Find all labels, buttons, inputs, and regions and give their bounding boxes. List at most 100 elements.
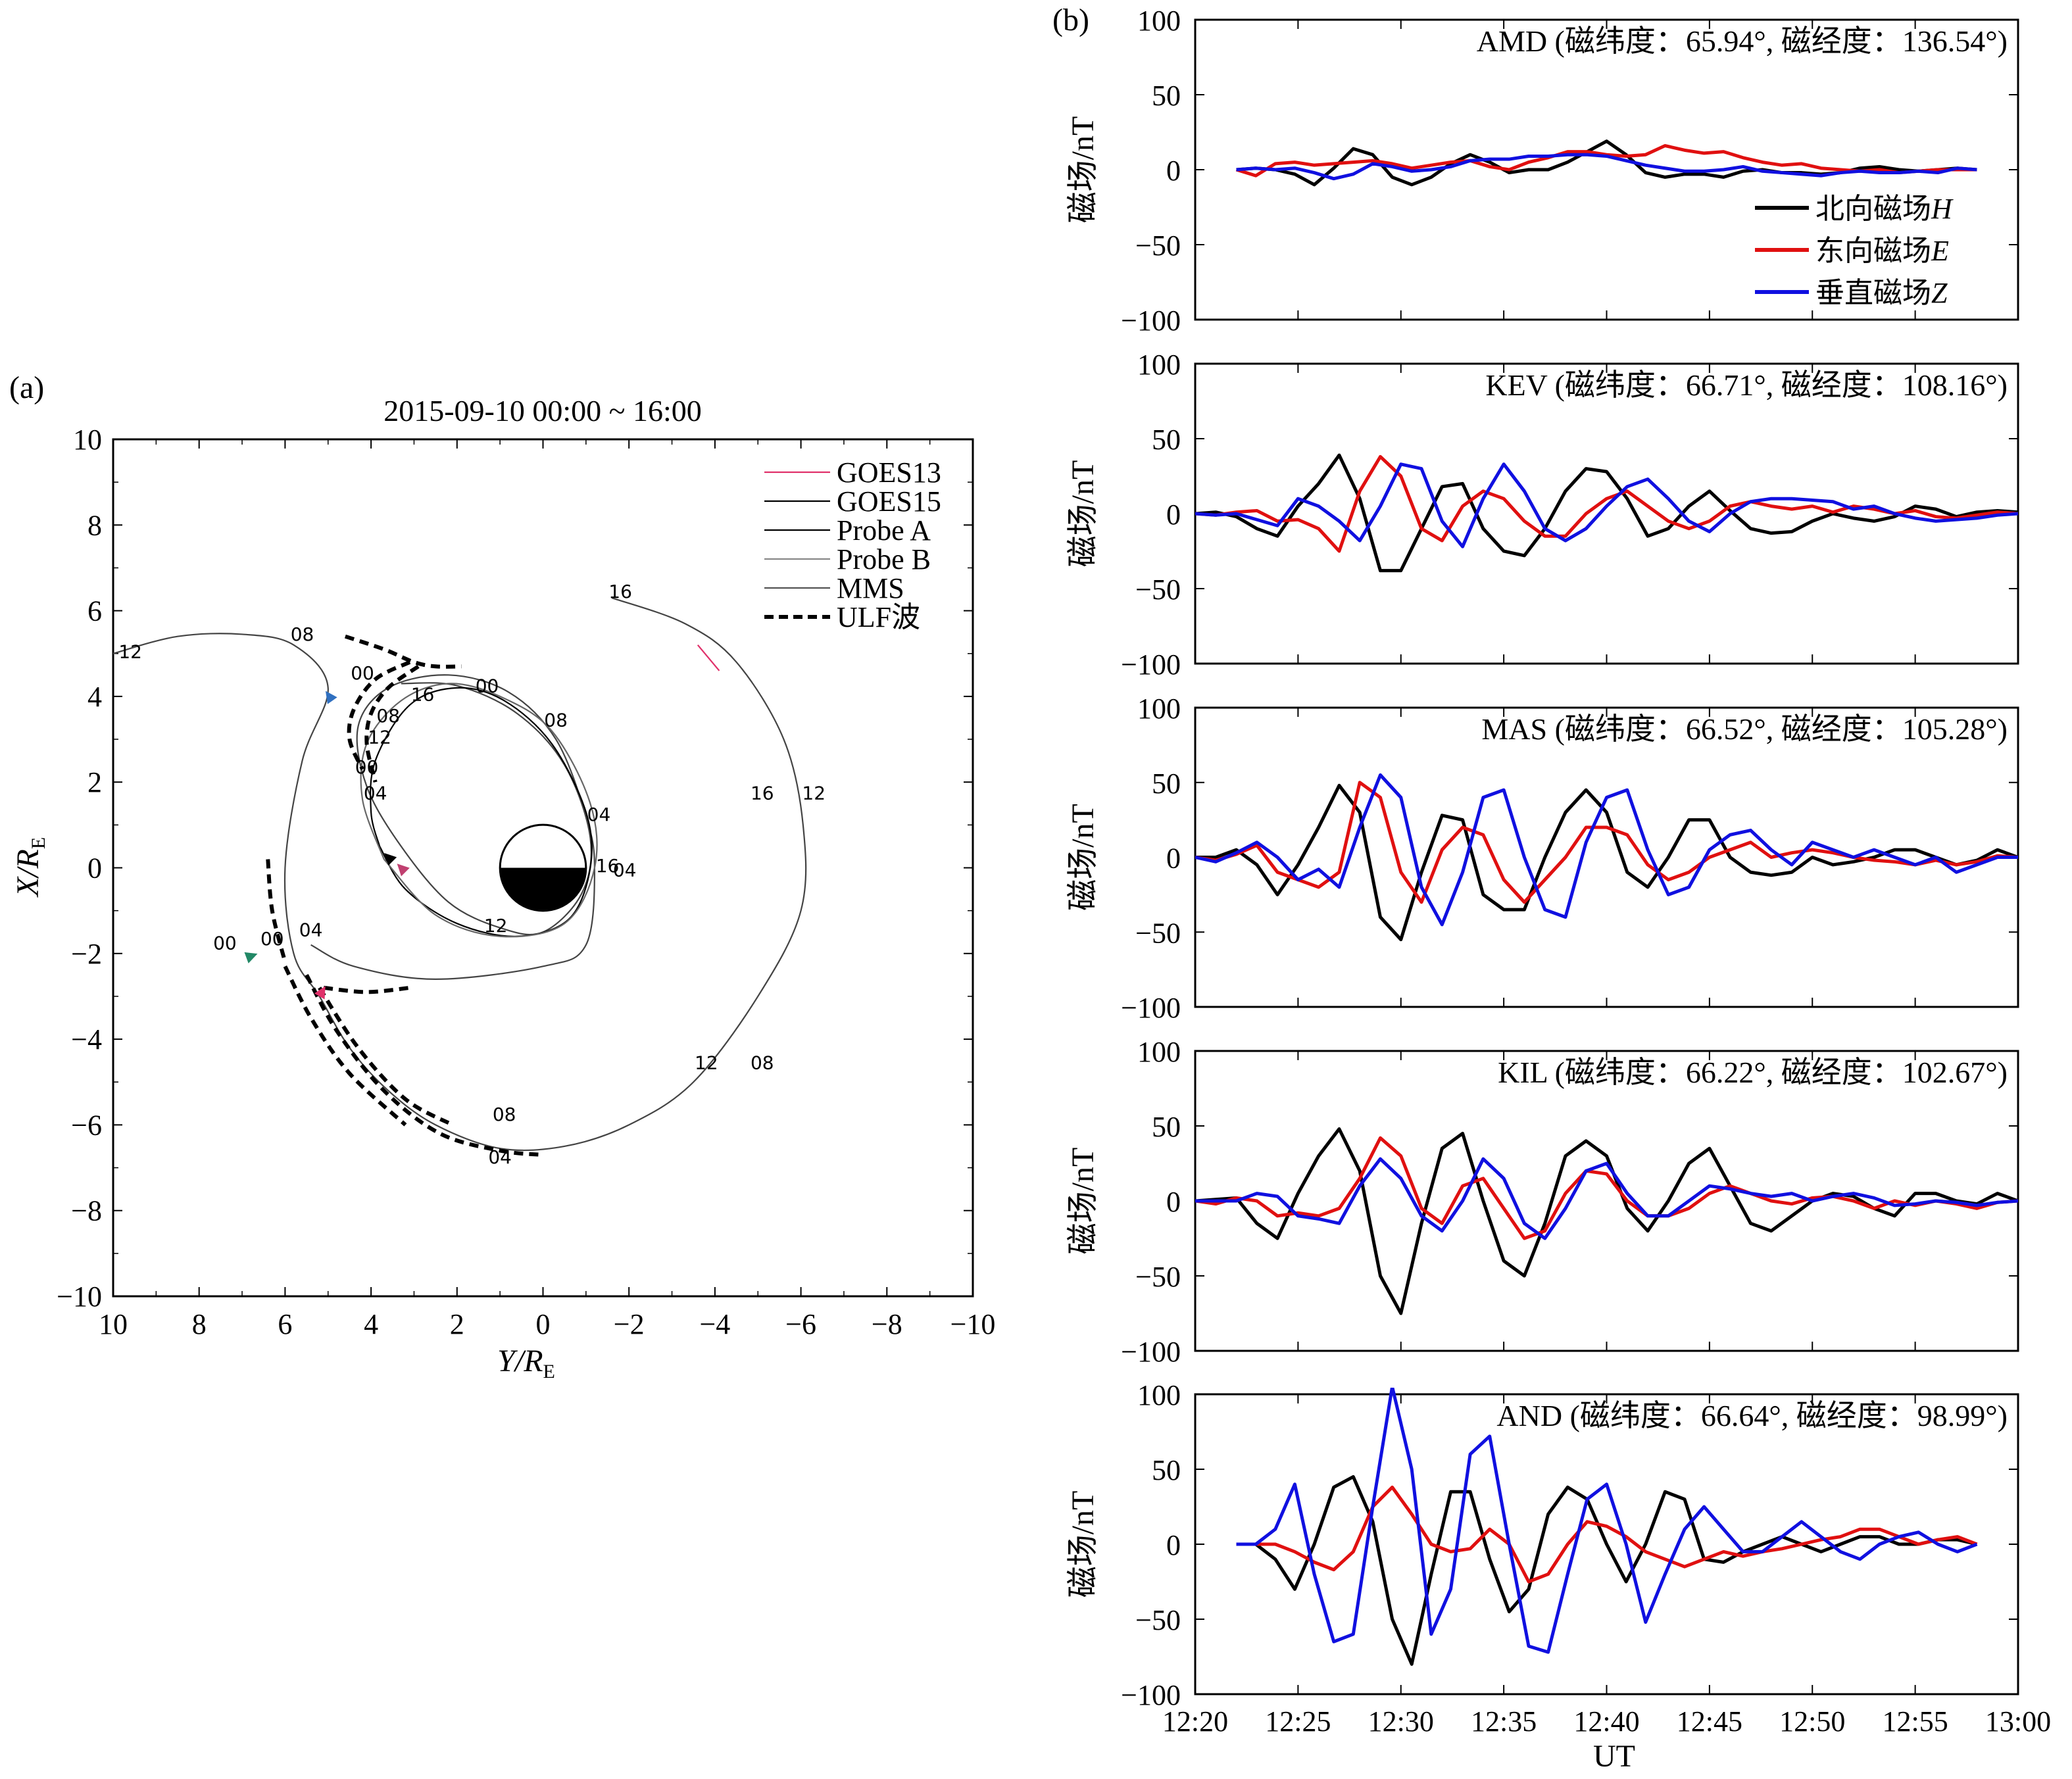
orbit-time-label: 00 xyxy=(351,662,374,684)
panel-y-axis-label: 磁场/nT xyxy=(1066,804,1100,911)
series-line xyxy=(1195,783,2018,942)
orbit-y-tick-label: 6 xyxy=(87,595,102,627)
panel-y-tick-label: 50 xyxy=(1152,1111,1181,1143)
orbit-y-tick-label: −4 xyxy=(71,1023,102,1056)
orbit-time-label: 08 xyxy=(291,623,314,645)
panel-station-title: MAS (磁纬度：66.52°, 磁经度：105.28°) xyxy=(1481,712,2008,746)
panel-y-tick-label: −100 xyxy=(1121,1679,1181,1711)
earth-symbol xyxy=(499,823,587,912)
field-legend-name: 垂直磁场 xyxy=(1815,277,1931,309)
panel-station-title: KIL (磁纬度：66.22°, 磁经度：102.67°) xyxy=(1498,1056,2008,1089)
panel-y-tick-label: 50 xyxy=(1152,424,1181,456)
series-line xyxy=(1236,1388,1978,1654)
orbit-x-tick-label: 8 xyxy=(192,1308,207,1340)
panel-y-axis-label: 磁场/nT xyxy=(1066,1148,1100,1255)
panel-a-label: (a) xyxy=(9,370,44,405)
magnetometer-panel-1: 100 50 0 −50 −100 磁场/nT AMD (磁纬度：65.94°, 磁经度：1… xyxy=(1066,5,2019,337)
orbit-y-tick-label: −6 xyxy=(71,1109,102,1141)
series-line xyxy=(1195,1136,2018,1240)
series-line xyxy=(1195,454,2018,553)
orbit-time-label: 00 xyxy=(260,928,284,950)
orbit-time-label: 12 xyxy=(118,641,142,662)
orbit-time-label: 08 xyxy=(751,1052,774,1074)
field-legend-label: 东向磁场E xyxy=(1815,235,1949,267)
orbit-y-tick-labels: 10 8 6 4 2 0 −2 −4 −6 −8 −10 xyxy=(57,424,102,1313)
earth-night-side xyxy=(500,867,586,911)
panel-y-tick-label: 0 xyxy=(1166,155,1181,187)
ulf-wave-region xyxy=(364,664,420,783)
orbit-y-tick-label: 4 xyxy=(87,681,102,713)
field-legend-label: 北向磁场H xyxy=(1815,193,1954,225)
series-line xyxy=(1195,781,2018,904)
ulf-wave-region xyxy=(347,660,411,770)
orbit-track-probeA xyxy=(370,687,593,937)
time-axis-tick-labels: 12:20 12:25 12:30 12:35 12:40 12:45 12:50 12:55… xyxy=(1162,1705,2051,1738)
magnetometer-panel-3: 100 50 0 −50 −100 磁场/nT MAS (磁纬度：66.52°, 磁经度：1… xyxy=(1066,693,2019,1024)
legend-label: Probe A xyxy=(837,514,931,547)
magnetometer-panel-5: 100 50 0 −50 −100 磁场/nT AND (磁纬度：66.64°, 磁经度：9… xyxy=(1066,1379,2019,1711)
orbit-x-tick-label: 10 xyxy=(99,1308,128,1340)
orbit-time-label: 00 xyxy=(476,675,499,696)
orbit-time-label: 12 xyxy=(484,915,508,937)
orbit-time-label: 08 xyxy=(493,1104,516,1125)
time-tick-label: 13:00 xyxy=(1985,1705,2051,1738)
ulf-wave-region xyxy=(266,859,287,963)
panel-y-tick-label: 0 xyxy=(1166,1529,1181,1561)
orbit-tick-marks xyxy=(112,439,974,1297)
legend-label: GOES15 xyxy=(837,485,941,518)
orbit-time-label: 04 xyxy=(299,919,323,941)
time-tick-label: 12:25 xyxy=(1265,1705,1331,1738)
panel-y-tick-label: −100 xyxy=(1121,648,1181,681)
orbit-direction-arrows xyxy=(244,691,410,1000)
field-legend-name: 东向磁场 xyxy=(1815,235,1931,267)
orbit-time-label: 16 xyxy=(608,581,632,602)
time-tick-label: 12:50 xyxy=(1779,1705,1845,1738)
orbit-time-label: 04 xyxy=(364,782,387,804)
time-tick-label: 12:40 xyxy=(1573,1705,1639,1738)
panel-y-tick-label: 0 xyxy=(1166,499,1181,531)
series-line xyxy=(1236,1485,1978,1584)
orbit-time-label: 12 xyxy=(368,727,391,748)
panel-y-axis-label: 磁场/nT xyxy=(1066,116,1100,224)
series-line xyxy=(1195,1127,2018,1315)
orbit-x-tick-label: −6 xyxy=(785,1308,816,1340)
series-line xyxy=(1195,773,2018,927)
panel-y-tick-label: −50 xyxy=(1135,917,1181,949)
orbit-time-label: 12 xyxy=(695,1052,718,1074)
ulf-wave-region xyxy=(318,987,454,1127)
panel-y-tick-label: −50 xyxy=(1135,573,1181,606)
direction-arrow xyxy=(325,691,337,704)
panel-y-tick-label: −100 xyxy=(1121,1336,1181,1368)
field-legend-label: 垂直磁场Z xyxy=(1815,277,1948,309)
orbit-y-tick-label: 0 xyxy=(87,852,102,885)
orbit-track-probeB xyxy=(310,674,596,980)
orbit-x-tick-label: 6 xyxy=(278,1308,292,1340)
panel-y-tick-label: 50 xyxy=(1152,80,1181,112)
orbit-x-tick-label: −8 xyxy=(872,1308,902,1340)
panel-y-tick-label: 100 xyxy=(1137,1036,1181,1068)
direction-arrow xyxy=(244,952,258,963)
panel-station-title: AND (磁纬度：66.64°, 磁经度：98.99°) xyxy=(1496,1399,2008,1432)
orbit-time-label: 00 xyxy=(355,756,379,778)
ulf-wave-region xyxy=(283,965,407,1127)
orbit-y-tick-label: 2 xyxy=(87,766,102,798)
panel-y-tick-label: 50 xyxy=(1152,768,1181,800)
legend-label: ULF波 xyxy=(837,601,920,633)
orbit-x-tick-label: 0 xyxy=(536,1308,551,1340)
field-legend-symbol: Z xyxy=(1931,277,1948,309)
orbit-time-label: 16 xyxy=(411,683,435,705)
orbit-x-tick-label: 4 xyxy=(364,1308,378,1340)
ulf-wave-region xyxy=(323,985,410,994)
orbit-y-tick-label: −10 xyxy=(57,1280,102,1313)
panel-y-tick-label: 50 xyxy=(1152,1454,1181,1486)
legend-label: GOES13 xyxy=(837,456,941,489)
panel-y-tick-label: 100 xyxy=(1137,1379,1181,1411)
panel-y-tick-label: −50 xyxy=(1135,230,1181,262)
panel-y-tick-label: −50 xyxy=(1135,1261,1181,1293)
time-tick-label: 12:20 xyxy=(1162,1705,1228,1738)
field-legend-symbol: H xyxy=(1931,193,1954,225)
time-tick-label: 12:55 xyxy=(1883,1705,1948,1738)
legend-label: MMS xyxy=(837,572,904,604)
